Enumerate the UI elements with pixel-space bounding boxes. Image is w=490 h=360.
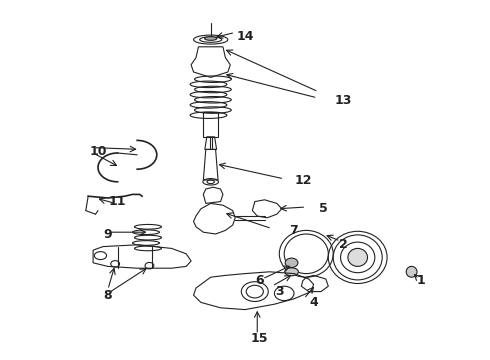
Text: 3: 3	[275, 285, 284, 298]
Text: 10: 10	[89, 145, 107, 158]
Text: 12: 12	[295, 174, 313, 186]
Text: 11: 11	[109, 195, 126, 208]
Ellipse shape	[205, 37, 217, 40]
Ellipse shape	[285, 268, 298, 276]
Text: 8: 8	[103, 289, 112, 302]
Text: 15: 15	[251, 332, 269, 345]
Text: 6: 6	[255, 274, 264, 287]
Ellipse shape	[406, 266, 417, 277]
Text: 14: 14	[236, 30, 254, 42]
Text: 5: 5	[319, 202, 328, 215]
Text: 7: 7	[290, 224, 298, 237]
Ellipse shape	[348, 248, 368, 266]
Text: 4: 4	[309, 296, 318, 309]
Text: 13: 13	[334, 94, 352, 107]
Text: 9: 9	[103, 228, 112, 240]
Circle shape	[285, 258, 298, 267]
Text: 1: 1	[417, 274, 426, 287]
Text: 2: 2	[339, 238, 347, 251]
